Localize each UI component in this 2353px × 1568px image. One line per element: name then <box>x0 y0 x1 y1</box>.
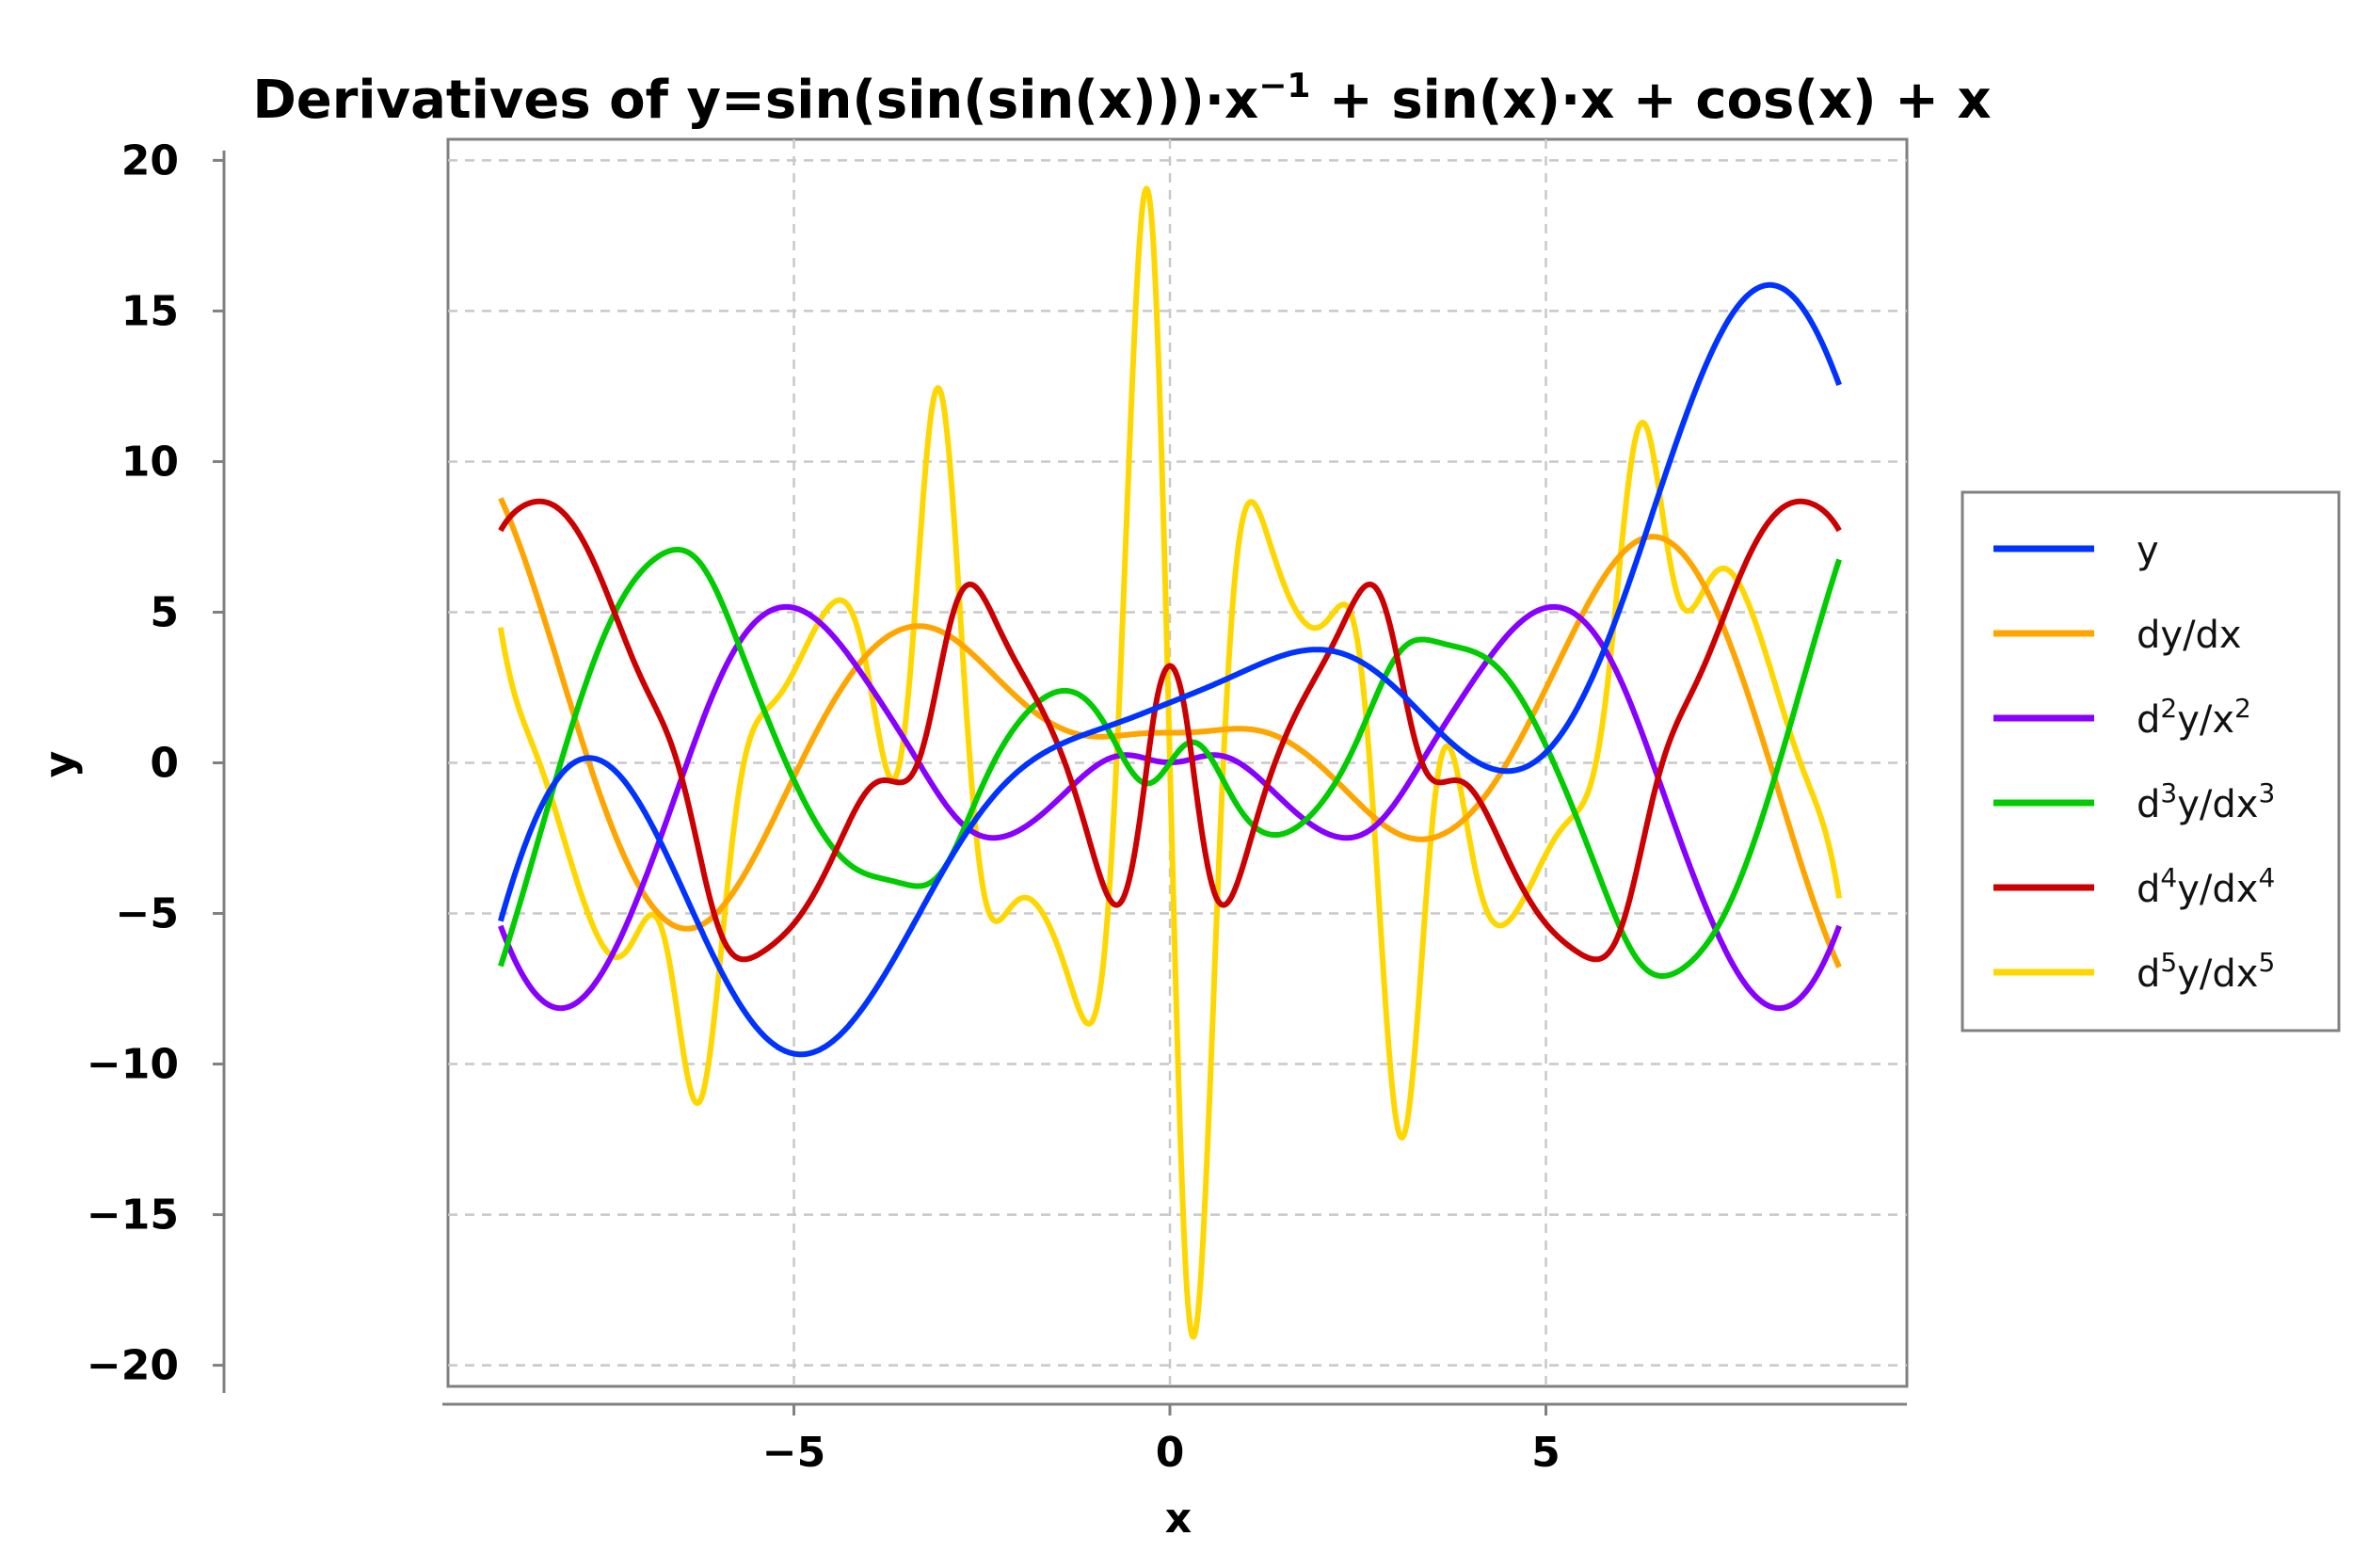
legend-label-2: d2y/x2 <box>2137 693 2251 742</box>
series-line-dy-dx <box>498 497 1842 968</box>
y-axis-label: y <box>36 751 84 778</box>
grid <box>448 139 1907 1386</box>
y-tick-label-7: −15 <box>87 1192 179 1240</box>
x-tick-label-0: −5 <box>762 1429 825 1477</box>
chart-title-rest: + sin(x)·x + cos(x) + x <box>1310 70 1991 131</box>
series-line-y <box>498 281 1842 1058</box>
y-tick-label-0: 20 <box>121 136 179 184</box>
series-line-d3y-dx3 <box>498 547 1842 979</box>
y-tick-label-1: 15 <box>121 287 179 335</box>
legend-label-0: y <box>2137 529 2159 572</box>
x-tick-label-1: 0 <box>1156 1429 1185 1477</box>
legend-label-1: dy/dx <box>2137 614 2242 657</box>
y-tick-label-8: −20 <box>87 1342 179 1390</box>
chart-title: Derivatives of y=sin(sin(sin(x)))·x−1 + … <box>252 67 1991 131</box>
y-tick-label-3: 5 <box>150 588 179 636</box>
y-tick-label-6: −10 <box>87 1041 179 1089</box>
legend-label-5: d5y/dx5 <box>2137 947 2275 996</box>
legend-label-3: d3y/dx3 <box>2137 777 2275 826</box>
legend-box <box>1961 490 2341 1032</box>
legend-label-4: d4y/dx4 <box>2137 862 2275 911</box>
x-axis-label: x <box>1165 1495 1192 1543</box>
ticks: 20 15 10 5 0 −5 −10 −15 −20 −5 0 5 <box>87 136 1561 1477</box>
y-tick-label-2: 10 <box>121 438 179 486</box>
x-tick-label-2: 5 <box>1531 1429 1561 1477</box>
y-tick-label-5: −5 <box>116 890 179 938</box>
chart-title-main: Derivatives of y=sin(sin(sin(x)))·x <box>252 70 1258 131</box>
chart-title-exponent: −1 <box>1258 67 1310 105</box>
y-tick-label-4: 0 <box>150 740 179 788</box>
series-line-d4y-dx4 <box>498 498 1842 963</box>
series-lines <box>497 185 1843 1340</box>
legend: y dy/dx d2y/x2 d3y/dx3 d4y/dx4 d5y/dx5 <box>1961 490 2341 1032</box>
